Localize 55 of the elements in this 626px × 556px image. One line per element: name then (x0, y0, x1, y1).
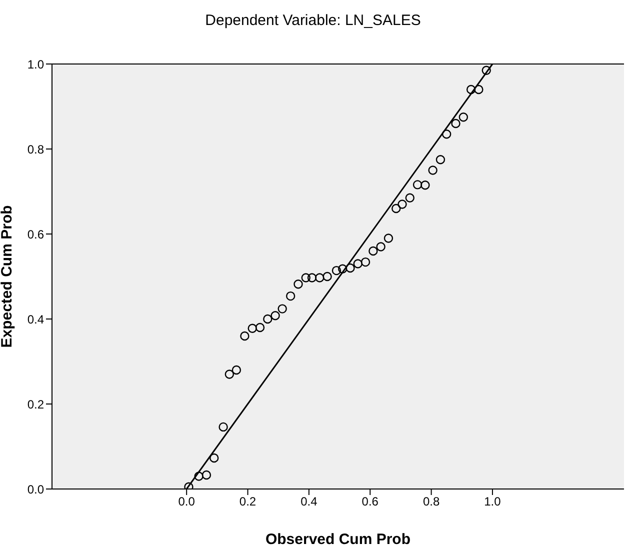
point (224, 370, 234, 379)
point (194, 472, 204, 481)
y-tick-label: 0.0 (27, 482, 44, 496)
point (240, 331, 250, 341)
x-tick-label: 1.0 (484, 494, 502, 509)
y-tick-label: 0.6 (27, 227, 44, 242)
point (307, 273, 317, 282)
point (278, 304, 287, 314)
point (428, 166, 438, 175)
point (315, 273, 324, 282)
y-tick-label: 0.2 (27, 397, 44, 412)
point (398, 200, 407, 209)
point (466, 84, 476, 94)
point (270, 311, 280, 320)
point (184, 482, 194, 489)
point (451, 118, 460, 128)
point (353, 259, 362, 268)
point (436, 155, 446, 164)
point (210, 453, 219, 463)
point (202, 470, 212, 480)
point (405, 193, 414, 202)
point (338, 264, 348, 274)
point (322, 272, 332, 282)
y-tick-label: 0.8 (27, 142, 44, 156)
x-tick-label: 0.6 (362, 494, 379, 509)
point (218, 422, 228, 432)
point (412, 180, 422, 190)
x-axis-title: Observed Cum Prob (265, 531, 411, 548)
point (360, 257, 370, 267)
y-axis-title: Expected Cum Prob (0, 205, 16, 348)
x-tick-label: 0.4 (300, 494, 318, 509)
point (368, 246, 378, 256)
point (248, 324, 257, 333)
point (392, 204, 401, 214)
point (384, 234, 394, 243)
y-tick-label: 0.4 (27, 312, 44, 326)
chart-title: Dependent Variable: LN_SALES (204, 12, 422, 29)
x-tick-label: 0.0 (178, 494, 196, 509)
point (482, 66, 491, 75)
point (376, 242, 386, 252)
point (294, 280, 303, 289)
point (255, 322, 265, 332)
point (232, 365, 242, 375)
x-tick-label: 0.2 (239, 494, 256, 509)
point (301, 273, 310, 282)
x-tick-label: 0.8 (422, 494, 440, 509)
point (474, 84, 484, 94)
point (332, 266, 342, 276)
y-tick-label: 1.0 (27, 57, 44, 72)
point (442, 130, 452, 139)
point (346, 263, 355, 273)
point (263, 314, 272, 324)
point (420, 180, 430, 190)
point (286, 291, 296, 301)
point (458, 112, 468, 122)
